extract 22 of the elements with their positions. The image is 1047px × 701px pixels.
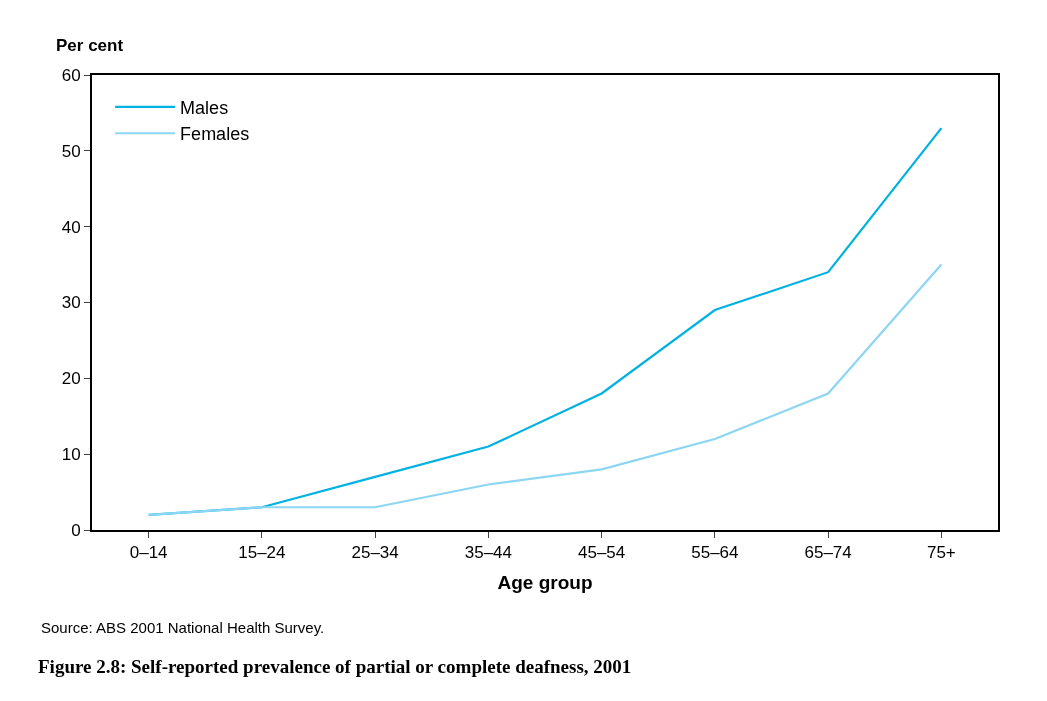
y-tick-label: 60 xyxy=(61,65,81,85)
x-axis-title: Age group xyxy=(497,571,593,593)
x-tick-label: 35–44 xyxy=(464,543,513,563)
x-tick-label: 15–24 xyxy=(238,543,286,563)
y-tick-label: 30 xyxy=(61,293,81,313)
text: Figure 2.8: Self-reported prevalence of partial or complete deafness, 2001 xyxy=(38,655,632,677)
line-series xyxy=(147,263,943,516)
y-tick-label: 10 xyxy=(61,445,81,465)
x-tick-label: 75+ xyxy=(926,543,956,563)
y-tick-label: 20 xyxy=(61,369,81,389)
x-tick-label: 45–54 xyxy=(577,543,626,563)
y-tick-label: 40 xyxy=(61,217,81,237)
x-tick-label: 55–64 xyxy=(691,543,739,563)
y-tick-label: 50 xyxy=(61,141,81,161)
source-note: Source: ABS 2001 National Health Survey. xyxy=(41,619,325,636)
legend-label: Males xyxy=(180,97,229,118)
y-axis-title: Per cent xyxy=(56,36,124,55)
x-tick-label: 25–34 xyxy=(351,543,399,563)
x-tick-label: 65–74 xyxy=(804,543,852,563)
legend-label: Females xyxy=(180,124,250,145)
y-tick-label: 0 xyxy=(71,520,81,540)
x-tick-label: 0–14 xyxy=(129,543,168,563)
